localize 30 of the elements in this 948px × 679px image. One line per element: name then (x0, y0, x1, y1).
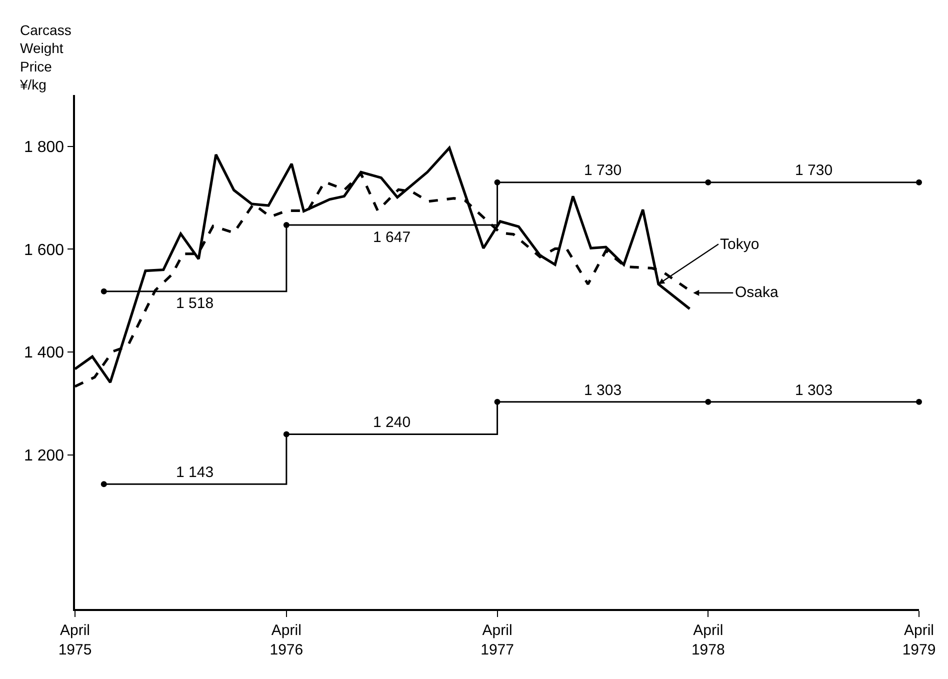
y-tick-label: 1 800 (24, 139, 64, 156)
point (283, 222, 290, 228)
x-tick-label: April 1975 (58, 622, 92, 658)
y-axis-title: Carcass Weight Price ¥/kg (19, 22, 72, 93)
point (283, 431, 290, 438)
y-tick-label: 1 600 (24, 242, 64, 259)
annotation: 1 518 (176, 295, 214, 312)
point (705, 398, 712, 405)
point (494, 398, 500, 405)
annotation: 1 647 (373, 229, 411, 246)
annotation: 1 730 (795, 162, 833, 179)
annotation: 1 730 (584, 162, 622, 179)
point (705, 179, 712, 186)
y-tick-label: 1 400 (24, 344, 64, 362)
x-tick-label: April 1978 (691, 622, 725, 658)
point (916, 398, 922, 405)
y-tick-label: 1 200 (24, 447, 64, 464)
x-tick-label: April 1976 (270, 622, 304, 658)
point (100, 481, 107, 488)
annotation: 1 303 (584, 382, 622, 399)
annotation: 1 143 (176, 464, 214, 481)
text: Tokyo (720, 236, 760, 253)
x-tick-label: April 1979 (902, 622, 936, 658)
point (100, 288, 107, 294)
annotation: 1 240 (373, 414, 411, 431)
point (494, 179, 500, 186)
x-tick-label: April 1977 (480, 622, 514, 658)
legend-label: Osaka (735, 284, 780, 301)
annotation: 1 303 (795, 382, 833, 399)
point (916, 179, 922, 186)
